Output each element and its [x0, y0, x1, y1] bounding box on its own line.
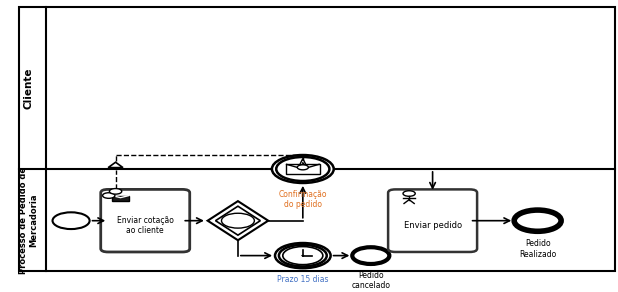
Circle shape [103, 193, 115, 198]
Circle shape [514, 210, 561, 231]
FancyBboxPatch shape [101, 190, 190, 252]
Polygon shape [208, 201, 268, 240]
Text: Enviar cotação
ao cliente: Enviar cotação ao cliente [117, 216, 174, 235]
Circle shape [109, 189, 122, 194]
Circle shape [352, 247, 389, 264]
Bar [112, 196, 129, 201]
Circle shape [275, 243, 331, 268]
Circle shape [297, 165, 308, 170]
Polygon shape [108, 162, 123, 168]
Circle shape [221, 213, 255, 228]
Text: Enviar pedido: Enviar pedido [404, 221, 462, 230]
Circle shape [302, 255, 304, 256]
Text: Prazo 15 dias: Prazo 15 dias [277, 275, 329, 284]
Circle shape [53, 212, 90, 229]
Circle shape [283, 246, 323, 265]
Bar [286, 164, 320, 174]
Text: Processo de Pedido de
Mercadoria: Processo de Pedido de Mercadoria [19, 166, 38, 274]
Polygon shape [216, 206, 260, 235]
Text: Confirmação
do pedido: Confirmação do pedido [279, 190, 327, 209]
Text: Cliente: Cliente [23, 67, 34, 109]
Circle shape [403, 191, 415, 196]
Text: Pedido
cancelado: Pedido cancelado [351, 271, 391, 290]
Text: Pedido
Realizado: Pedido Realizado [519, 239, 556, 258]
Circle shape [272, 155, 334, 183]
FancyBboxPatch shape [388, 190, 477, 252]
